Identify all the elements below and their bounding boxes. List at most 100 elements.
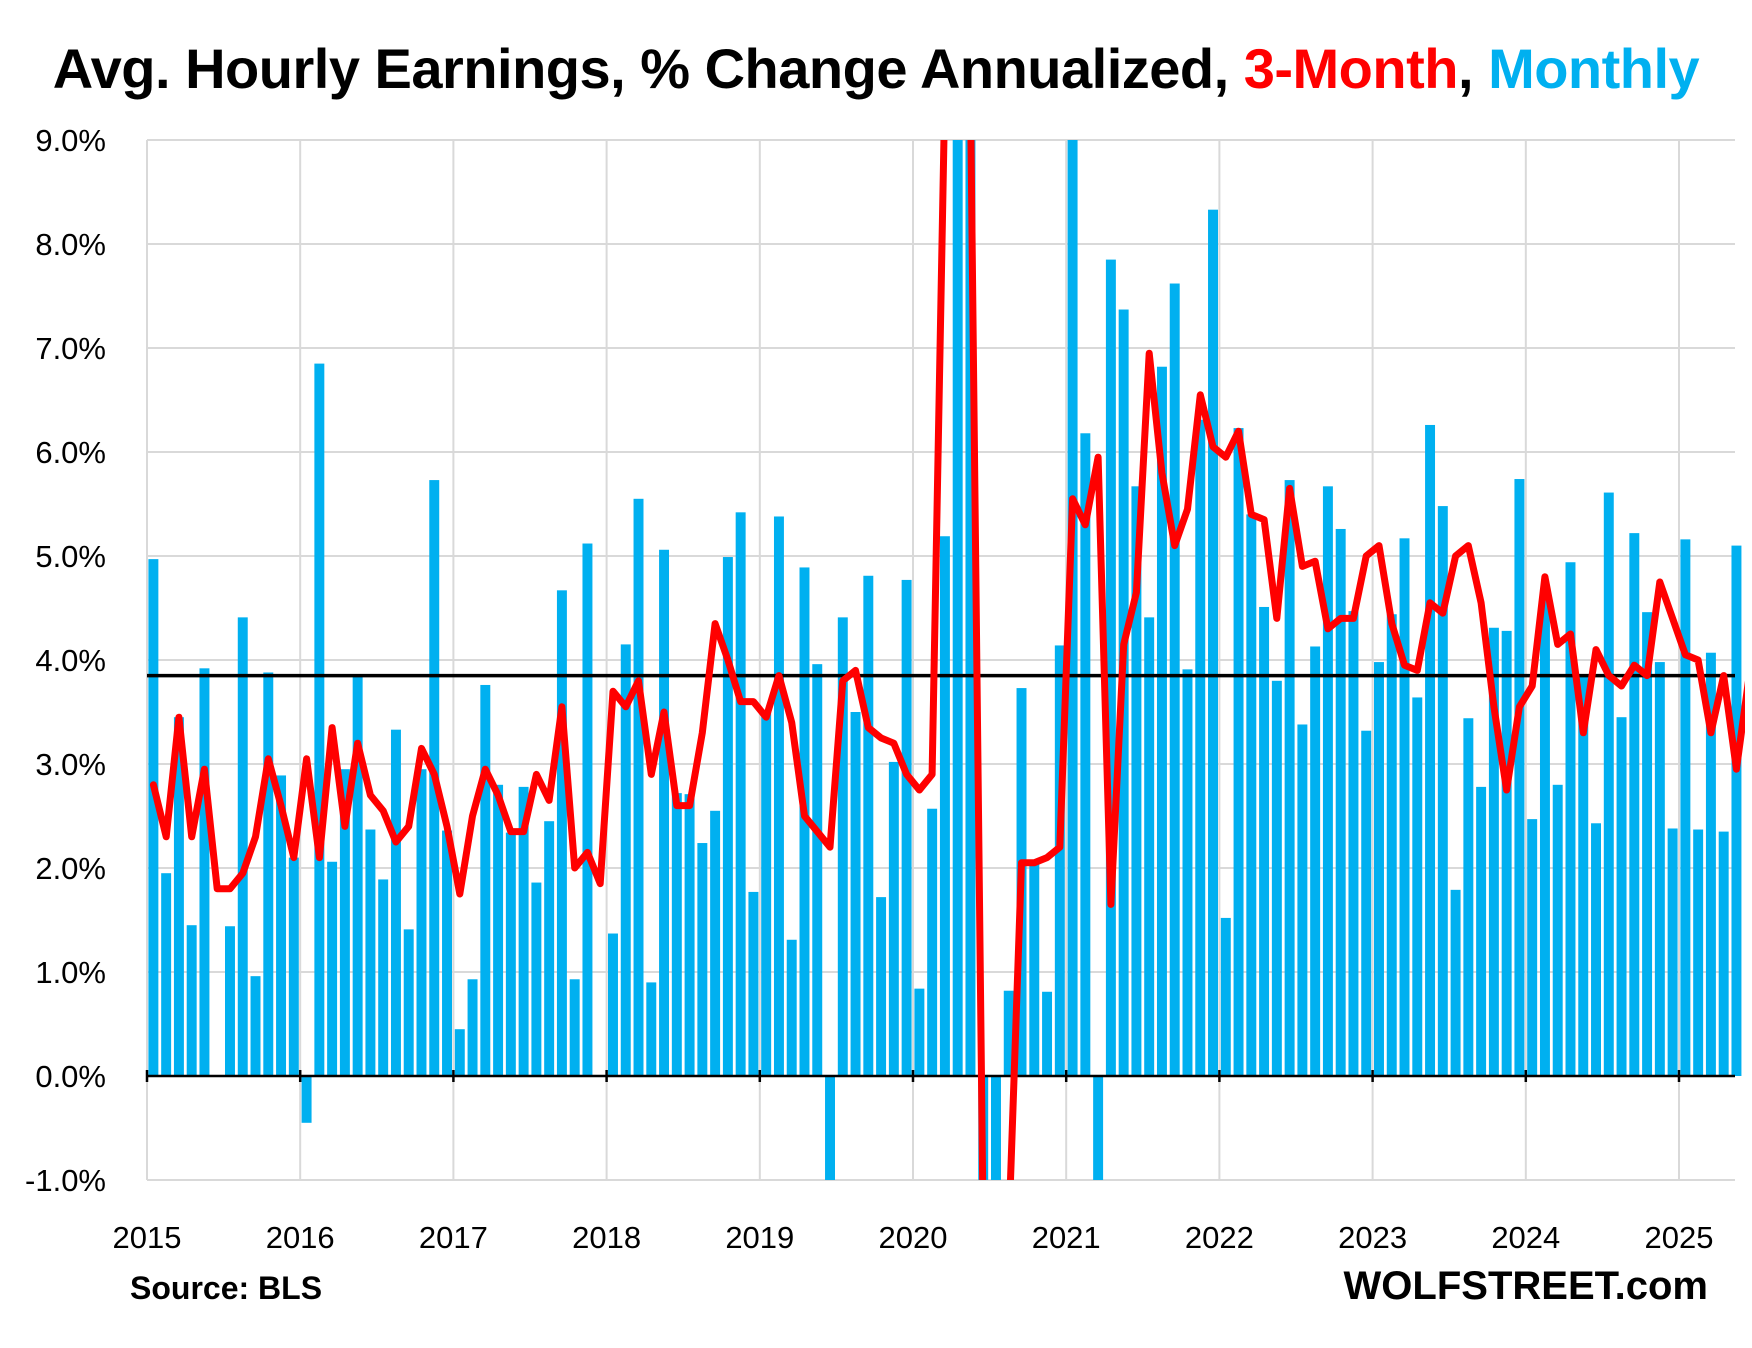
monthly-bar [301, 1076, 312, 1123]
monthly-bar [1667, 828, 1678, 1076]
monthly-bar [1042, 991, 1053, 1076]
monthly-bar [339, 769, 350, 1076]
x-tick-label: 2015 [113, 1220, 182, 1255]
x-tick-label: 2016 [266, 1220, 335, 1255]
monthly-bar [888, 761, 899, 1076]
monthly-bar [1501, 630, 1512, 1076]
monthly-bar [735, 512, 746, 1076]
monthly-bar [493, 784, 504, 1076]
monthly-bar [1539, 596, 1550, 1076]
monthly-bar [1080, 433, 1091, 1076]
title-part-0: Avg. Hourly Earnings, % Change Annualize… [52, 37, 1244, 100]
monthly-bar [1156, 366, 1167, 1077]
x-tick-label: 2025 [1645, 1220, 1714, 1255]
x-tick-label: 2024 [1491, 1220, 1560, 1255]
monthly-bar [442, 830, 452, 1076]
monthly-bar [1654, 662, 1665, 1076]
monthly-bar [1322, 486, 1333, 1076]
x-tick-label: 2018 [572, 1220, 641, 1255]
monthly-bar [1067, 140, 1078, 1076]
monthly-bar [1705, 652, 1716, 1076]
monthly-bar [1284, 480, 1295, 1077]
monthly-bar [1718, 831, 1729, 1076]
monthly-bar [390, 729, 401, 1076]
monthly-bar [876, 897, 887, 1076]
monthly-bar [927, 808, 938, 1076]
monthly-bar [480, 684, 491, 1076]
chart-title: Avg. Hourly Earnings, % Change Annualize… [0, 36, 1752, 101]
monthly-bar [1182, 669, 1193, 1076]
monthly-bar [1105, 259, 1116, 1077]
monthly-bar [467, 979, 478, 1076]
monthly-bar [544, 821, 555, 1076]
monthly-bar [225, 926, 235, 1076]
monthly-bar [1093, 1076, 1104, 1180]
monthly-bar [1578, 674, 1589, 1076]
monthly-bar [1029, 863, 1040, 1076]
monthly-bar [1208, 209, 1218, 1076]
monthly-bar [161, 873, 172, 1076]
monthly-bar [1731, 545, 1742, 1076]
monthly-bar [1386, 614, 1397, 1076]
monthly-bar [314, 363, 325, 1077]
monthly-bar [837, 617, 848, 1076]
monthly-bar [1399, 538, 1410, 1076]
monthly-bar [773, 516, 784, 1076]
brand-note: WOLFSTREET.com [1343, 1264, 1708, 1308]
monthly-bar [952, 140, 963, 1076]
monthly-bar [1603, 492, 1614, 1076]
x-tick-label: 2017 [419, 1220, 488, 1255]
y-tick-label: 2.0% [35, 851, 106, 886]
monthly-bar [722, 557, 733, 1076]
monthly-bar [1527, 819, 1538, 1076]
y-tick-label: 4.0% [35, 643, 106, 678]
title-part-2: , [1457, 37, 1489, 100]
x-tick-label: 2020 [879, 1220, 948, 1255]
monthly-bar [825, 1076, 835, 1180]
monthly-bars [148, 140, 1742, 1180]
title-part-1: 3-Month [1243, 37, 1459, 100]
monthly-bar [1514, 479, 1525, 1076]
source-note: Source: BLS [130, 1270, 323, 1306]
monthly-bar [1476, 786, 1487, 1076]
monthly-bar [288, 857, 299, 1076]
monthly-bar [1144, 617, 1155, 1076]
tick-labels: -1.0% 0.0% 1.0% 2.0% 3.0% 4.0% 5.0% 6.0% 7.0% 8.0… [25, 123, 1713, 1255]
monthly-bar [1246, 514, 1257, 1076]
monthly-bar [1169, 283, 1180, 1076]
monthly-bar [684, 794, 695, 1076]
monthly-bar [416, 769, 427, 1076]
monthly-bar [352, 674, 363, 1076]
monthly-bar [1412, 697, 1423, 1076]
y-tick-label: 8.0% [35, 227, 106, 262]
monthly-bar [761, 712, 772, 1076]
monthly-bar [914, 988, 925, 1076]
monthly-bar [1195, 419, 1206, 1076]
monthly-bar [620, 644, 631, 1076]
y-tick-label: -1.0% [25, 1163, 106, 1198]
monthly-bar [710, 810, 721, 1076]
monthly-bar [1233, 428, 1244, 1077]
monthly-bar [608, 933, 618, 1076]
y-tick-label: 1.0% [35, 955, 106, 990]
monthly-bar [327, 861, 338, 1076]
three-month-line [149, 140, 1745, 1180]
monthly-bar [199, 668, 210, 1076]
monthly-bar [633, 498, 644, 1076]
monthly-bar [1565, 562, 1576, 1076]
three-month-series-line [149, 140, 1745, 1180]
monthly-bar [991, 1076, 1001, 1180]
monthly-bar [518, 786, 529, 1076]
axes [145, 673, 1735, 1082]
monthly-bar [250, 976, 261, 1076]
monthly-bar [531, 882, 542, 1076]
monthly-bar [148, 559, 159, 1076]
monthly-bar [786, 939, 797, 1076]
monthly-bar [1680, 539, 1691, 1076]
monthly-bar [1642, 612, 1653, 1076]
monthly-bar [748, 891, 759, 1076]
monthly-bar [1437, 506, 1448, 1077]
monthly-bar [1220, 917, 1231, 1076]
monthly-bar [173, 717, 184, 1076]
